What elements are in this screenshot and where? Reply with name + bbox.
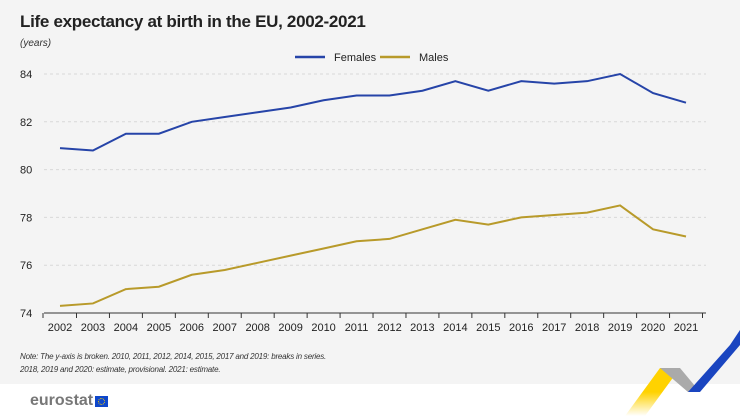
x-tick-label: 2005: [147, 322, 171, 334]
x-tick-label: 2010: [311, 322, 335, 334]
x-tick-label: 2015: [476, 322, 500, 334]
chart-panel: [0, 0, 740, 384]
x-tick-label: 2016: [509, 322, 533, 334]
x-tick-label: 2013: [410, 322, 434, 334]
x-tick-label: 2002: [48, 322, 72, 334]
y-tick-label: 80: [20, 165, 32, 177]
eu-flag-icon: [95, 395, 109, 407]
y-tick-label: 76: [20, 260, 32, 272]
x-tick-label: 2009: [278, 322, 302, 334]
x-tick-label: 2006: [180, 322, 204, 334]
x-tick-label: 2007: [212, 322, 236, 334]
eurostat-logo: eurostat: [30, 392, 109, 410]
series-line-males: [59, 204, 687, 307]
logo-text: eurostat: [30, 392, 94, 409]
line-chart: 74 76 78 80 82 84 2002 2003 2004 2005 2006 2007 2008…: [20, 52, 706, 334]
y-tick-label: 78: [20, 212, 32, 224]
chart-title: Life expectancy at birth in the EU, 2002…: [20, 12, 366, 31]
x-tick-label: 2011: [345, 322, 369, 334]
x-tick-label: 2014: [443, 322, 467, 334]
x-tick-label: 2003: [81, 322, 105, 334]
note-line-2: 2018, 2019 and 2020: estimate, provision…: [20, 365, 221, 374]
y-axis-unit: (years): [20, 38, 52, 49]
x-tick-label: 2004: [114, 322, 138, 334]
note-line-1: Note: The y-axis is broken. 2010, 2011, …: [20, 352, 327, 361]
y-tick-label: 84: [20, 69, 32, 81]
x-tick-label: 2019: [608, 322, 632, 334]
legend-label: Females: [334, 52, 377, 64]
x-tick-label: 2008: [245, 322, 269, 334]
x-tick-label: 2021: [674, 322, 698, 334]
series-line-females: [59, 72, 687, 152]
x-tick-label: 2017: [542, 322, 566, 334]
x-tick-label: 2020: [641, 322, 665, 334]
chart-note: Note: The y-axis is broken. 2010, 2011, …: [20, 350, 326, 376]
legend-label: Males: [419, 52, 449, 64]
y-tick-label: 74: [20, 308, 32, 320]
y-tick-label: 82: [20, 117, 32, 129]
x-tick-label: 2018: [575, 322, 599, 334]
x-tick-label: 2012: [377, 322, 401, 334]
